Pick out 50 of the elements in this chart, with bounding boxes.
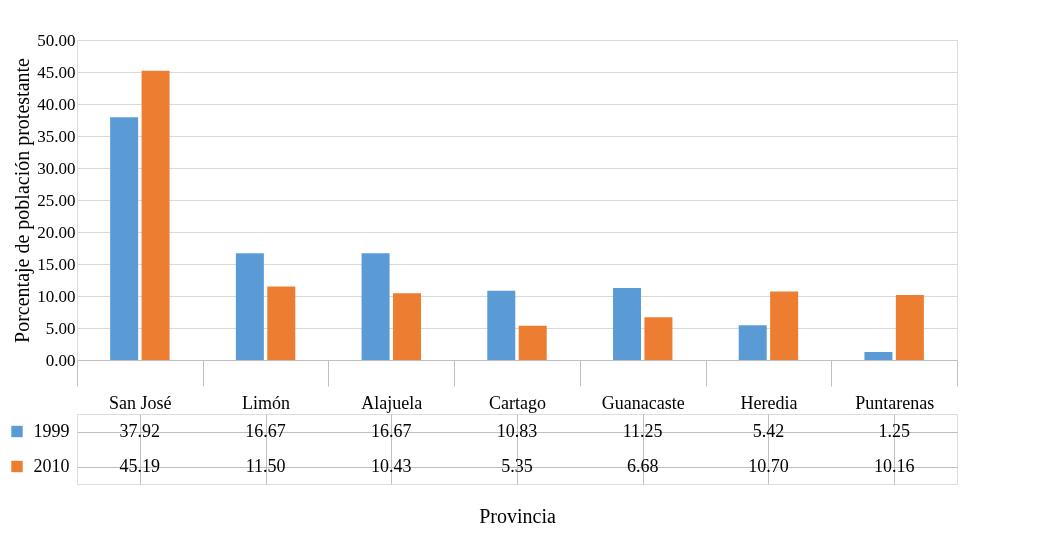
bar bbox=[864, 352, 893, 360]
y-tick-label: 25.00 bbox=[37, 190, 76, 210]
data-label: 5.42 bbox=[752, 420, 785, 441]
legend-label: 1999 bbox=[33, 421, 70, 441]
bar bbox=[141, 70, 170, 360]
data-label: 10.70 bbox=[748, 455, 789, 476]
bar bbox=[738, 325, 767, 360]
data-label: 5.35 bbox=[501, 455, 533, 476]
data-label: 45.19 bbox=[119, 455, 161, 476]
data-label: 6.68 bbox=[626, 455, 659, 476]
bar bbox=[267, 286, 296, 360]
y-tick-label: 0.00 bbox=[45, 350, 76, 370]
bar bbox=[518, 325, 547, 360]
bar bbox=[110, 117, 139, 360]
x-tick-label: San José bbox=[109, 392, 172, 413]
y-tick-label: 5.00 bbox=[45, 318, 76, 338]
bar bbox=[613, 288, 641, 360]
y-tick-label: 15.00 bbox=[37, 254, 76, 274]
data-label: 10.16 bbox=[873, 455, 915, 476]
data-label: 10.43 bbox=[371, 455, 412, 476]
bar bbox=[895, 294, 924, 360]
x-tick-label: Heredia bbox=[740, 392, 798, 413]
bar bbox=[393, 293, 421, 360]
data-label: 1.25 bbox=[878, 420, 910, 441]
data-label: 11.25 bbox=[622, 420, 663, 441]
data-label: 16.67 bbox=[371, 420, 412, 441]
bar bbox=[235, 253, 264, 360]
bar bbox=[361, 253, 390, 360]
data-label: 16.67 bbox=[245, 420, 286, 441]
y-tick-label: 30.00 bbox=[37, 158, 76, 178]
data-label: 11.50 bbox=[245, 455, 286, 476]
legend-label: 2010 bbox=[33, 456, 70, 476]
y-tick-label: 45.00 bbox=[37, 62, 76, 82]
x-tick-label: Alajuela bbox=[361, 392, 423, 413]
x-tick-label: Cartago bbox=[489, 392, 546, 413]
x-tick-label: Guanacaste bbox=[601, 392, 685, 413]
y-tick-label: 40.00 bbox=[37, 94, 76, 114]
x-axis-title: Provincia bbox=[479, 504, 556, 527]
y-axis-title: Porcentaje de población protestante bbox=[11, 57, 35, 343]
x-tick-label: Limón bbox=[242, 392, 291, 413]
bar bbox=[487, 290, 516, 360]
data-label: 10.83 bbox=[496, 420, 538, 441]
y-tick-label: 50.00 bbox=[37, 30, 76, 50]
y-tick-label: 20.00 bbox=[37, 222, 76, 242]
data-label: 37.92 bbox=[119, 420, 161, 441]
y-tick-label: 10.00 bbox=[37, 286, 76, 306]
bar bbox=[770, 291, 799, 360]
bar bbox=[644, 317, 673, 360]
y-tick-label: 35.00 bbox=[37, 126, 76, 146]
x-tick-label: Puntarenas bbox=[855, 392, 935, 413]
